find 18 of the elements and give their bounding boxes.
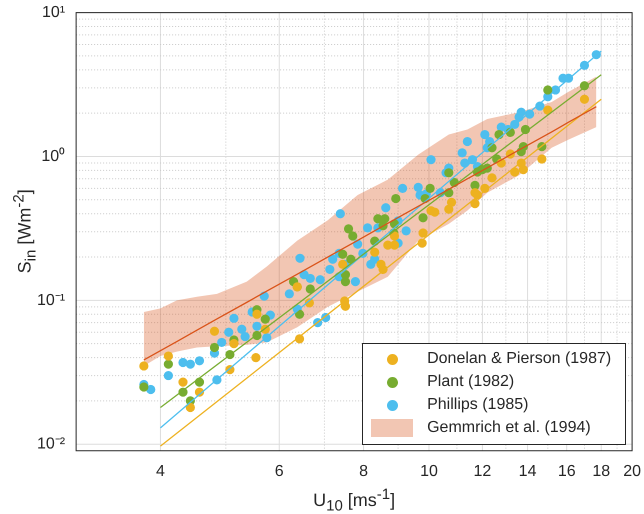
x-tick-label: 14: [518, 462, 537, 480]
legend-label: Plant (1982): [427, 373, 514, 392]
legend-label: Phillips (1985): [427, 396, 528, 414]
legend-label: Gemmrich et al. (1994): [427, 419, 591, 438]
x-tick-label: 6: [274, 462, 284, 480]
y-tick-label: 10⁻¹: [37, 292, 66, 309]
y-tick-label: 10⁻²: [37, 436, 66, 453]
x-tick-label: 12: [474, 462, 492, 480]
x-tick-label: 8: [359, 462, 368, 480]
y-tick-label: 10¹: [42, 4, 66, 22]
x-tick-label: 18: [592, 462, 610, 480]
x-tick-label: 20: [623, 462, 642, 480]
x-tick-label: 16: [558, 462, 576, 480]
legend-label: Donelan & Pierson (1987): [427, 350, 612, 368]
y-tick-label: 10⁰: [41, 146, 66, 165]
x-axis-title: U$_{10}$ [ms$^{-1}$]: [313, 486, 396, 514]
x-tick-label: 4: [156, 462, 165, 480]
x-tick-label: 10: [420, 462, 438, 480]
